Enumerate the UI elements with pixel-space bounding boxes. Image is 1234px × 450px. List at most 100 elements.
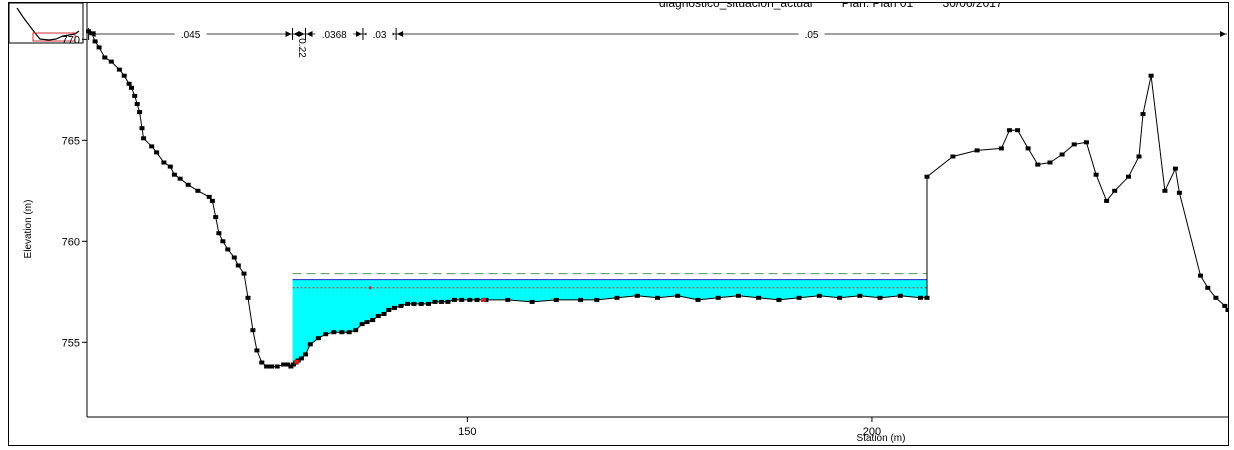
ground-point bbox=[346, 330, 352, 335]
ground-point bbox=[796, 295, 802, 300]
mannings-label-bg bbox=[798, 27, 825, 40]
ground-point bbox=[505, 297, 511, 302]
ground-point bbox=[108, 59, 114, 64]
water-surface-area bbox=[292, 279, 927, 366]
ground-point bbox=[1213, 295, 1219, 300]
ground-point bbox=[139, 126, 145, 131]
ground-point bbox=[264, 364, 270, 369]
ground-point bbox=[132, 93, 138, 98]
mannings-arrow-right bbox=[1220, 31, 1226, 37]
ground-point bbox=[171, 172, 177, 177]
ground-point bbox=[259, 360, 265, 365]
ground-point bbox=[235, 263, 241, 268]
x-tick-label: 150 bbox=[458, 426, 476, 438]
ground-point bbox=[675, 293, 681, 298]
ground-point bbox=[154, 150, 160, 155]
ground-point bbox=[998, 146, 1004, 151]
mannings-n-label: 0.22 bbox=[296, 38, 307, 58]
ground-point bbox=[1015, 128, 1021, 133]
x-axis-label: Station (m) bbox=[857, 433, 906, 444]
ground-point bbox=[418, 301, 424, 306]
ground-point bbox=[756, 295, 762, 300]
ground-point bbox=[1148, 73, 1154, 78]
mannings-n-bar: .045 0.22 .0368 .03 .05 bbox=[88, 27, 1227, 58]
ground-point bbox=[695, 297, 701, 302]
ground-point bbox=[1083, 140, 1089, 145]
inset-profile bbox=[16, 7, 80, 41]
ground-point bbox=[1162, 188, 1168, 193]
ground-point bbox=[298, 356, 304, 361]
ground-point bbox=[1172, 166, 1178, 171]
ground-point bbox=[102, 55, 108, 60]
critical-point bbox=[368, 286, 372, 290]
ground-point bbox=[1093, 172, 1099, 177]
mannings-n-label: .045 bbox=[181, 30, 201, 41]
ground-point bbox=[398, 303, 404, 308]
ground-point bbox=[1176, 190, 1182, 195]
y-tick-label: 755 bbox=[62, 337, 80, 349]
ground-point bbox=[315, 336, 321, 341]
y-tick-label: 770 bbox=[62, 34, 80, 46]
ground-point bbox=[924, 174, 930, 179]
ground-point bbox=[303, 352, 308, 357]
ground-point bbox=[594, 297, 600, 302]
ground-point bbox=[1198, 273, 1203, 278]
ground-point bbox=[86, 29, 92, 34]
plan-name: Plan: Plan 01 bbox=[841, 2, 914, 10]
mannings-arrow-right bbox=[298, 31, 305, 37]
ground-point bbox=[1059, 152, 1065, 157]
ground-point bbox=[634, 293, 640, 298]
ground-point bbox=[735, 293, 741, 298]
ground-point bbox=[655, 295, 660, 300]
ground-point bbox=[451, 297, 457, 302]
ground-point bbox=[578, 297, 584, 302]
ground-point bbox=[381, 312, 387, 316]
ground-point bbox=[137, 110, 143, 115]
ground-point bbox=[241, 271, 247, 276]
ground-point bbox=[209, 198, 215, 203]
ground-point bbox=[1205, 285, 1211, 290]
ground-point bbox=[141, 136, 147, 141]
ground-point bbox=[177, 176, 183, 181]
ground-point bbox=[1126, 174, 1131, 179]
ground-point bbox=[96, 45, 102, 50]
ground-point bbox=[353, 328, 359, 333]
ground-point bbox=[216, 231, 222, 236]
y-tick-label: 765 bbox=[62, 135, 80, 147]
ground-point bbox=[924, 295, 930, 300]
ground-point bbox=[432, 299, 438, 304]
ground-point bbox=[126, 81, 132, 86]
lines-layer bbox=[88, 30, 1228, 368]
ground-point bbox=[185, 182, 191, 187]
chart-frame: diagnostico_situacion_actual Plan: Plan … bbox=[8, 2, 1229, 446]
ground-point bbox=[897, 293, 903, 298]
locator-inset bbox=[9, 3, 84, 44]
ground-point bbox=[89, 31, 95, 36]
ground-point bbox=[411, 301, 417, 306]
water-fill-layer bbox=[292, 279, 927, 366]
ground-point bbox=[364, 320, 370, 325]
ground-point bbox=[213, 215, 219, 220]
ground-point bbox=[1047, 160, 1053, 165]
ground-point bbox=[231, 255, 237, 260]
ground-point bbox=[1104, 198, 1110, 203]
ground-point bbox=[386, 308, 392, 312]
ground-point bbox=[776, 297, 782, 302]
y-axis-label: Elevation (m) bbox=[23, 200, 34, 259]
ground-point bbox=[206, 194, 212, 199]
ground-point bbox=[1222, 303, 1228, 308]
ground-point bbox=[149, 144, 155, 149]
mannings-n-label: .05 bbox=[805, 30, 819, 41]
plan-date: 30/06/2017 bbox=[942, 2, 1003, 10]
mannings-n-label: .0368 bbox=[322, 30, 347, 41]
mannings-label-bg bbox=[174, 27, 207, 40]
y-tick-label: 760 bbox=[62, 236, 80, 248]
mannings-arrow-right bbox=[285, 31, 292, 37]
ground-point bbox=[370, 318, 376, 323]
ground-point bbox=[459, 297, 465, 302]
mannings-arrow-left bbox=[306, 31, 313, 37]
ground-point bbox=[121, 73, 127, 78]
ground-point bbox=[254, 348, 260, 353]
inset-frame bbox=[9, 3, 84, 44]
mannings-label-bg bbox=[315, 27, 354, 40]
